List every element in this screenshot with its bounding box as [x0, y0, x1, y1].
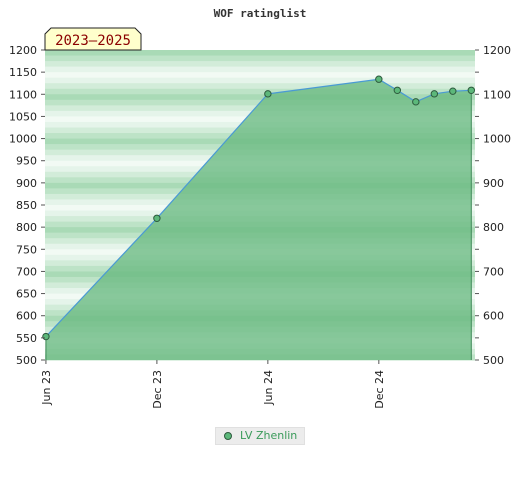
y-tick-label-left: 900: [16, 177, 37, 190]
y-tick-label-left: 700: [16, 265, 37, 278]
x-tick-label: Jun 23: [40, 370, 53, 406]
data-point: [412, 98, 420, 106]
y-tick-label-left: 750: [16, 243, 37, 256]
y-tick-label-left: 950: [16, 155, 37, 168]
plot-area: [42, 50, 476, 361]
y-tick-label-right: 1200: [483, 44, 511, 57]
data-point: [375, 75, 383, 83]
series-area: [45, 79, 472, 360]
y-tick-label-right: 500: [483, 354, 504, 367]
data-point: [153, 214, 161, 222]
background-band: [45, 94, 475, 101]
y-tick-label-left: 550: [16, 332, 37, 345]
y-tick-label-left: 1100: [9, 88, 37, 101]
y-tick-label-right: 700: [483, 265, 504, 278]
data-point: [393, 86, 402, 95]
x-tick-label: Dec 24: [373, 370, 386, 409]
y-tick-label-left: 850: [16, 199, 37, 212]
y-tick-label-right: 800: [483, 221, 504, 234]
period-badge: 2023–2025: [44, 27, 142, 51]
background-band: [45, 88, 475, 95]
data-point: [467, 86, 476, 95]
data-point: [264, 90, 272, 98]
data-point: [430, 90, 439, 98]
legend-marker-icon: [224, 432, 232, 440]
y-tick-label-left: 1000: [9, 133, 37, 146]
background-band: [45, 83, 475, 90]
x-tick-label: Dec 23: [151, 370, 164, 409]
y-tick-label-left: 800: [16, 221, 37, 234]
y-tick-label-left: 1200: [9, 44, 37, 57]
background-band: [45, 66, 475, 73]
background-band: [45, 77, 475, 84]
x-tick-label: Jun 24: [262, 370, 275, 406]
axes: 500 550 600 650 700 750 800 850 900 950 1000 1050 11…: [9, 44, 511, 409]
chart-title: WOF ratinglist: [214, 7, 307, 20]
period-badge-shape: [44, 27, 142, 51]
y-tick-label-right: 900: [483, 177, 504, 190]
y-tick-label-right: 1100: [483, 88, 511, 101]
y-tick-label-right: 1000: [483, 133, 511, 146]
y-tick-label-left: 500: [16, 354, 37, 367]
y-tick-label-left: 1150: [9, 66, 37, 79]
background-band: [45, 61, 475, 68]
y-tick-label-right: 600: [483, 310, 504, 323]
y-tick-label-left: 600: [16, 310, 37, 323]
background-band: [45, 55, 475, 62]
data-point: [449, 87, 457, 95]
background-band: [45, 50, 475, 57]
background-band: [45, 72, 475, 79]
data-point: [42, 332, 50, 341]
period-badge-text: 2023–2025: [55, 33, 131, 49]
legend: LV Zhenlin: [215, 427, 305, 445]
legend-label: LV Zhenlin: [240, 429, 298, 442]
y-tick-label-left: 650: [16, 288, 37, 301]
y-tick-label-left: 1050: [9, 110, 37, 123]
